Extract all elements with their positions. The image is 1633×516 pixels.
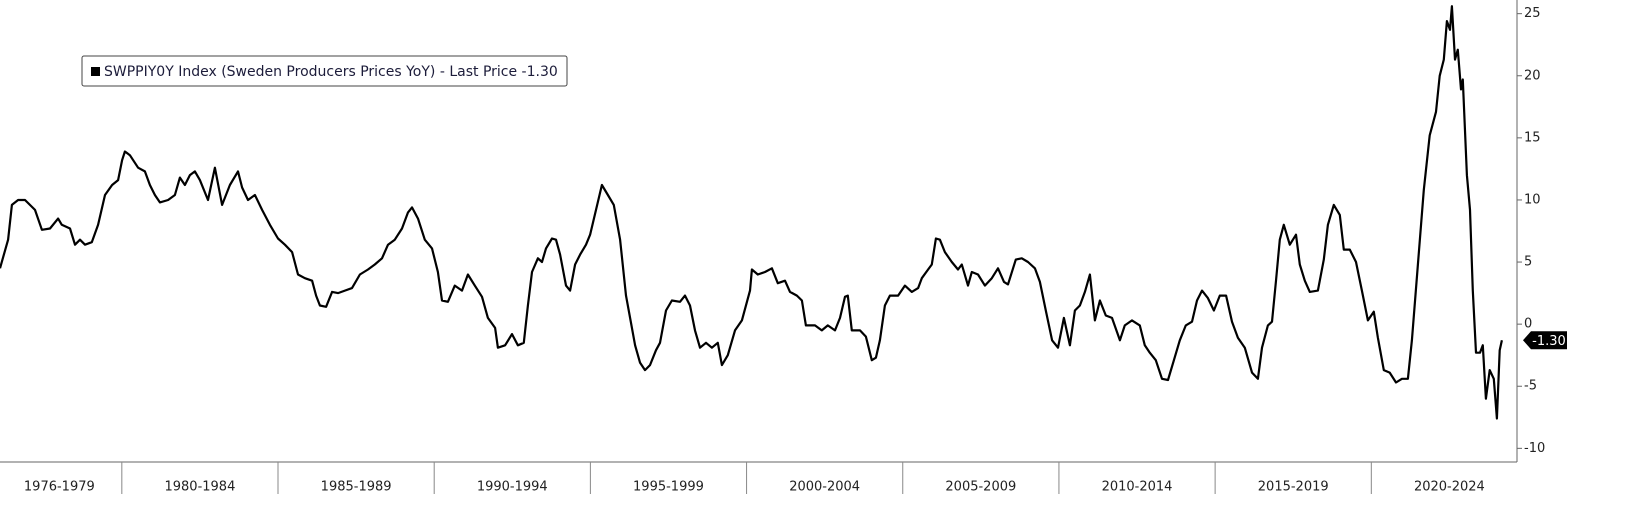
x-tick-label: 2015-2019 — [1258, 480, 1329, 495]
x-tick-label: 1985-1989 — [321, 480, 392, 495]
legend-swatch — [91, 67, 100, 76]
legend-label: SWPPIY0Y Index (Sweden Producers Prices … — [104, 64, 558, 80]
x-tick-label: 2000-2004 — [789, 480, 860, 495]
x-tick-label: 1980-1984 — [164, 480, 235, 495]
x-tick-label: 1976-1979 — [24, 480, 95, 495]
x-tick-label: 2020-2024 — [1414, 480, 1485, 495]
data-line — [0, 5, 1503, 420]
y-tick-label: 20 — [1524, 68, 1541, 83]
plot-area — [0, 5, 1503, 420]
y-tick-label: 10 — [1524, 192, 1541, 207]
y-tick-label: -5 — [1524, 379, 1537, 394]
x-tick-label: 1995-1999 — [633, 480, 704, 495]
last-price-marker — [1523, 331, 1567, 350]
y-tick-label: -10 — [1524, 441, 1545, 456]
last-price-label: -1.30 — [1532, 334, 1566, 349]
x-tick-label: 1990-1994 — [477, 480, 548, 495]
y-tick-label: 5 — [1524, 255, 1532, 270]
x-tick-label: 2010-2014 — [1102, 480, 1173, 495]
y-tick-label: 25 — [1524, 6, 1541, 21]
y-tick-label: 0 — [1524, 317, 1532, 332]
y-tick-label: 15 — [1524, 130, 1541, 145]
x-tick-label: 2005-2009 — [945, 480, 1016, 495]
legend-box — [81, 55, 568, 87]
